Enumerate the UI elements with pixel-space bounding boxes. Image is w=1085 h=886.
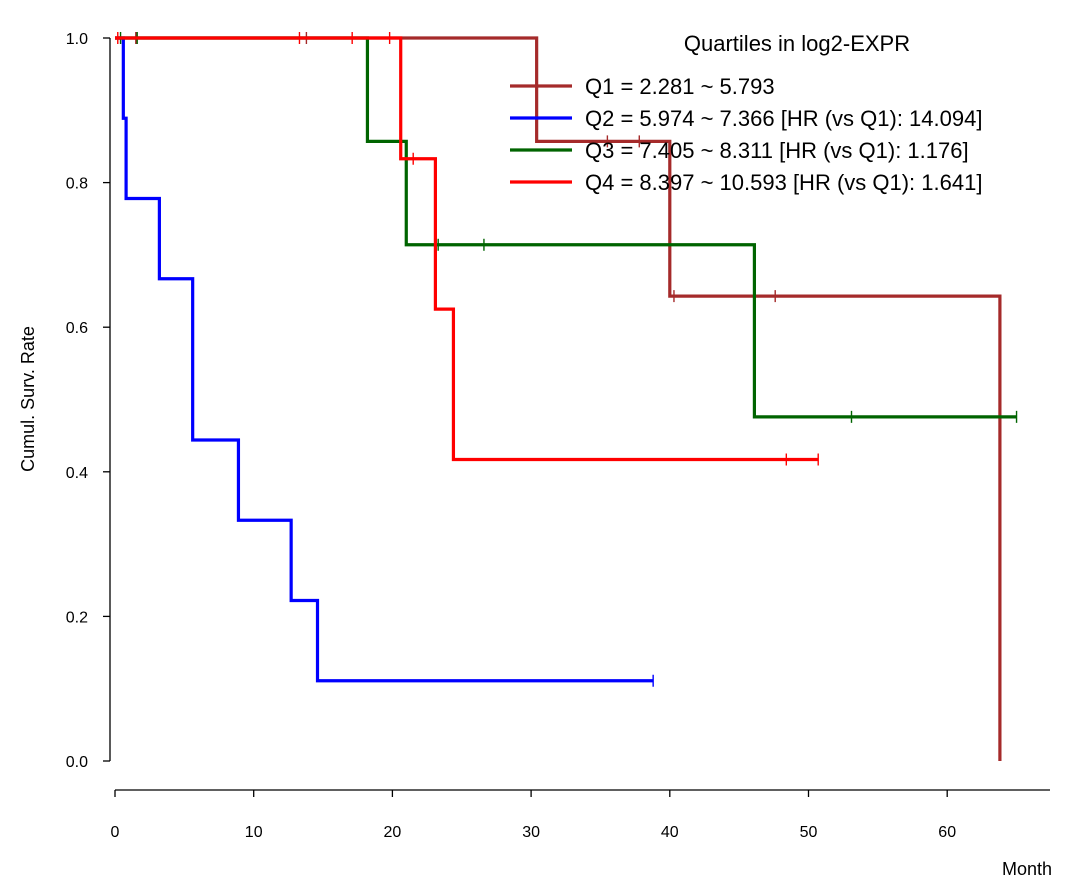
plot-area <box>115 32 1018 761</box>
x-tick-label: 10 <box>245 824 263 841</box>
x-tick-label: 50 <box>800 824 818 841</box>
survival-curve-q3 <box>115 36 1017 419</box>
legend-label-q2: Q2 = 5.974 ~ 7.366 [HR (vs Q1): 14.094] <box>585 106 982 131</box>
survival-curve-q1 <box>115 36 1002 761</box>
y-tick-label: 1.0 <box>66 31 88 48</box>
survival-curve-q4 <box>115 36 819 462</box>
x-axis-title: Month <box>1002 859 1052 879</box>
y-tick-label: 0.2 <box>66 609 88 626</box>
survival-curve-q2 <box>115 36 654 683</box>
y-tick-label: 0.4 <box>66 465 88 482</box>
legend: Quartiles in log2-EXPR Q1 = 2.281 ~ 5.79… <box>510 31 982 195</box>
legend-label-q1: Q1 = 2.281 ~ 5.793 <box>585 74 775 99</box>
x-tick-label: 20 <box>384 824 402 841</box>
legend-title: Quartiles in log2-EXPR <box>684 31 910 56</box>
x-tick-label: 30 <box>522 824 540 841</box>
y-tick-label: 0.8 <box>66 176 88 193</box>
y-axis-title: Cumul. Surv. Rate <box>18 326 38 472</box>
legend-label-q4: Q4 = 8.397 ~ 10.593 [HR (vs Q1): 1.641] <box>585 170 982 195</box>
y-tick-label: 0.0 <box>66 754 88 771</box>
x-tick-label: 60 <box>938 824 956 841</box>
y-tick-label: 0.6 <box>66 320 88 337</box>
x-tick-label: 0 <box>111 824 120 841</box>
axes: 0.0 0.2 0.4 0.6 0.8 1.0 0 10 20 30 40 50 60 <box>66 31 1050 841</box>
legend-label-q3: Q3 = 7.405 ~ 8.311 [HR (vs Q1): 1.176] <box>585 138 969 163</box>
x-tick-label: 40 <box>661 824 679 841</box>
